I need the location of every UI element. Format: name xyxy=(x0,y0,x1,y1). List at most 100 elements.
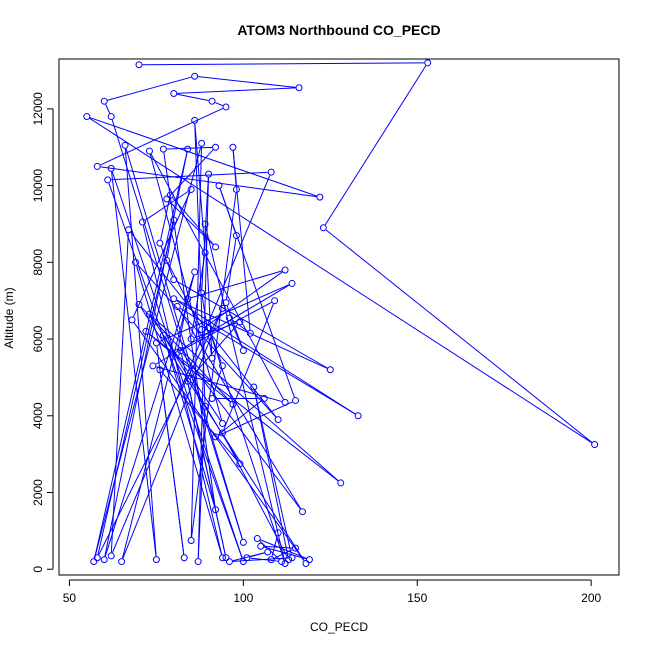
series-segment xyxy=(148,333,339,482)
data-point xyxy=(205,324,213,332)
data-point xyxy=(288,554,296,562)
data-point xyxy=(215,182,223,190)
series-segment xyxy=(108,182,243,559)
data-point xyxy=(135,61,143,69)
series-segment xyxy=(177,87,296,94)
series-segment xyxy=(177,302,188,350)
data-point xyxy=(205,170,213,178)
data-point xyxy=(118,558,126,566)
data-point xyxy=(281,559,289,567)
data-point xyxy=(292,396,300,404)
data-point xyxy=(135,301,143,309)
y-tick-label: 12000 xyxy=(31,92,45,126)
data-point xyxy=(156,366,164,374)
series-segment xyxy=(180,301,272,352)
data-point xyxy=(156,239,164,247)
series-segment xyxy=(94,152,188,559)
x-tick-label: 150 xyxy=(407,591,427,605)
series-segment xyxy=(260,539,307,559)
data-point xyxy=(212,143,220,151)
series-segment xyxy=(104,275,195,557)
series-segment xyxy=(111,171,157,557)
y-tick-label: 10000 xyxy=(31,169,45,203)
y-tick-label: 2000 xyxy=(31,479,45,506)
series-segment xyxy=(190,270,282,299)
data-point xyxy=(100,556,108,564)
series-segment xyxy=(104,152,188,557)
series-segment xyxy=(250,552,265,558)
series-segment xyxy=(182,353,301,510)
series-segment xyxy=(156,366,282,402)
series-segment xyxy=(264,545,293,549)
series-segment xyxy=(178,309,302,509)
data-point xyxy=(163,195,171,203)
data-point xyxy=(218,429,226,437)
data-point xyxy=(271,297,279,305)
data-point xyxy=(100,97,108,105)
x-tick-label: 50 xyxy=(63,591,77,605)
data-point xyxy=(173,348,181,356)
data-point xyxy=(218,554,226,562)
series-segment xyxy=(107,76,192,101)
data-point xyxy=(145,310,153,318)
series-segment xyxy=(324,65,427,226)
data-point xyxy=(316,193,324,201)
x-axis: 50 100 150 200 xyxy=(63,579,602,605)
data-point xyxy=(166,191,174,199)
data-point xyxy=(225,314,233,322)
series-segment xyxy=(274,549,293,559)
series-segment xyxy=(204,271,283,328)
series-segment xyxy=(163,152,216,507)
series-segment xyxy=(130,232,277,418)
data-point xyxy=(239,538,247,546)
data-point xyxy=(239,347,247,355)
series-segment xyxy=(191,192,237,538)
y-tick-label: 6000 xyxy=(31,325,45,352)
series-segment xyxy=(254,390,292,555)
data-point xyxy=(281,398,289,406)
data-point xyxy=(170,216,178,224)
series-segment xyxy=(197,409,206,559)
data-point xyxy=(173,302,181,310)
data-point xyxy=(208,97,216,105)
data-point xyxy=(152,339,160,347)
data-point xyxy=(250,383,258,391)
series-segment xyxy=(160,246,174,277)
plot-frame xyxy=(58,58,620,576)
data-point xyxy=(152,556,160,564)
series-segment xyxy=(89,118,592,444)
data-point xyxy=(191,268,199,276)
data-point xyxy=(170,295,178,303)
series-segment xyxy=(97,223,174,555)
series-segment xyxy=(160,198,171,240)
data-point xyxy=(180,554,188,562)
data-point xyxy=(208,354,216,362)
data-point xyxy=(145,147,153,155)
y-axis: 0 2000 4000 6000 8000 10000 12000 xyxy=(31,92,54,573)
data-point xyxy=(198,325,206,333)
x-tick-label: 200 xyxy=(581,591,601,605)
data-point xyxy=(128,316,136,324)
data-point xyxy=(159,145,167,153)
data-point xyxy=(121,141,129,149)
series-segment xyxy=(89,117,317,197)
data-point xyxy=(285,556,293,564)
data-point xyxy=(163,256,171,264)
data-point xyxy=(319,224,327,232)
series-segment xyxy=(111,171,268,181)
series-segment xyxy=(215,102,223,107)
series-segment xyxy=(223,435,288,557)
data-point xyxy=(222,554,230,562)
data-point xyxy=(264,548,272,556)
series-segment xyxy=(110,233,129,553)
data-point xyxy=(212,243,220,251)
series-segment xyxy=(100,107,223,166)
data-point xyxy=(198,289,206,297)
x-axis-label: CO_PECD xyxy=(310,620,368,634)
data-point xyxy=(305,556,313,564)
series-points xyxy=(83,59,599,567)
data-point xyxy=(93,162,101,170)
series-segment xyxy=(218,401,293,436)
data-point xyxy=(354,412,362,420)
